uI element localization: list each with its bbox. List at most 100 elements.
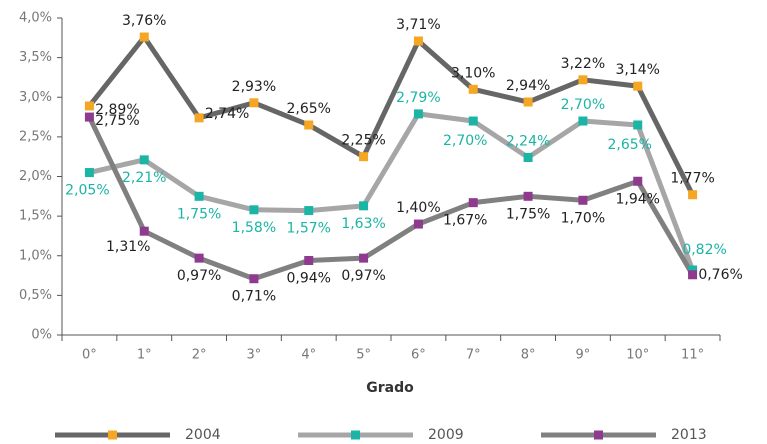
marker [194, 191, 204, 201]
data-label: 3,22% [561, 56, 605, 72]
marker [84, 168, 94, 178]
x-tick-label: 6° [411, 348, 426, 363]
data-label: 2,74% [205, 106, 249, 122]
series-line [87, 115, 695, 282]
legend-label: 2004 [185, 427, 221, 443]
marker [139, 226, 149, 236]
data-label: 2,70% [561, 97, 605, 113]
data-label: 3,14% [616, 62, 660, 78]
marker [304, 206, 314, 216]
y-tick-label: 0,5% [19, 288, 52, 303]
data-label: 0,94% [287, 271, 331, 287]
marker [468, 198, 478, 208]
data-label: 2,93% [232, 79, 276, 95]
marker [523, 191, 533, 201]
y-tick-label: 1,0% [19, 248, 52, 263]
data-label: 1,77% [670, 171, 714, 187]
data-label: 2,94% [506, 78, 550, 94]
data-label: 2,21% [122, 170, 166, 186]
data-label: 2,70% [443, 133, 487, 149]
marker [688, 190, 698, 200]
legend-marker [351, 430, 360, 440]
marker [468, 116, 478, 126]
marker [359, 253, 369, 263]
marker [578, 195, 588, 205]
legend-label: 2013 [671, 427, 707, 443]
y-tick-label: 2,5% [19, 129, 52, 144]
marker [304, 120, 314, 130]
y-tick-label: 0% [31, 328, 52, 343]
data-label: 2,25% [341, 133, 385, 149]
y-tick-label: 2,0% [19, 169, 52, 184]
data-label: 3,71% [396, 17, 440, 33]
data-label: 3,10% [451, 65, 495, 81]
data-label: 2,24% [506, 133, 550, 149]
marker [304, 256, 314, 266]
x-tick-label: 1° [137, 348, 152, 363]
marker [194, 113, 204, 123]
marker [359, 152, 369, 162]
data-label: 2,65% [287, 101, 331, 117]
x-tick-label: 0° [82, 348, 97, 363]
marker [139, 32, 149, 42]
marker [249, 98, 259, 108]
data-label: 2,89% [95, 102, 139, 118]
y-tick-label: 3,0% [19, 90, 52, 105]
data-label: 1,67% [443, 213, 487, 229]
x-tick-label: 11° [681, 348, 704, 363]
marker [688, 265, 698, 275]
marker [84, 101, 94, 111]
x-tick-label: 9° [576, 348, 591, 363]
marker [413, 219, 423, 229]
y-tick-label: 3,5% [19, 50, 52, 65]
marker [249, 274, 259, 284]
data-label: 1,31% [106, 239, 150, 255]
series-line [87, 34, 695, 196]
data-label: 0,71% [232, 289, 276, 305]
marker [633, 120, 643, 130]
marker [84, 112, 94, 122]
data-label: 0,82% [682, 242, 726, 258]
marker [523, 97, 533, 107]
marker [249, 205, 259, 215]
data-label: 1,40% [396, 200, 440, 216]
data-label: 2,65% [608, 137, 652, 153]
marker [194, 253, 204, 263]
data-label: 1,75% [506, 206, 550, 222]
legend-marker [108, 430, 117, 440]
data-label: 0,97% [177, 268, 221, 284]
data-label: 1,63% [341, 216, 385, 232]
y-tick-label: 4,0% [19, 11, 52, 26]
data-label: 0,76% [698, 267, 742, 283]
marker [578, 75, 588, 85]
x-tick-label: 8° [521, 348, 536, 363]
marker [139, 155, 149, 165]
series-line [88, 111, 695, 271]
x-tick-label: 2° [192, 348, 207, 363]
data-label: 0,97% [341, 268, 385, 284]
data-label: 2,79% [396, 90, 440, 106]
marker [413, 109, 423, 119]
data-label: 3,76% [122, 13, 166, 29]
data-label: 1,58% [232, 220, 276, 236]
data-label: 1,75% [177, 206, 221, 222]
data-label: 2,05% [65, 183, 109, 199]
data-label: 1,70% [561, 210, 605, 226]
marker [413, 36, 423, 46]
marker [578, 116, 588, 126]
x-axis-title: Grado [366, 380, 414, 396]
data-label: 2,75% [95, 113, 139, 129]
marker [633, 81, 643, 91]
x-tick-label: 5° [356, 348, 371, 363]
marker [523, 152, 533, 162]
data-label: 1,94% [616, 191, 660, 207]
legend-marker [594, 430, 603, 440]
x-tick-label: 3° [247, 348, 262, 363]
x-tick-label: 4° [301, 348, 316, 363]
y-tick-label: 1,5% [19, 209, 52, 224]
marker [359, 201, 369, 211]
x-tick-label: 7° [466, 348, 481, 363]
legend-label: 2009 [428, 427, 464, 443]
marker [468, 84, 478, 94]
